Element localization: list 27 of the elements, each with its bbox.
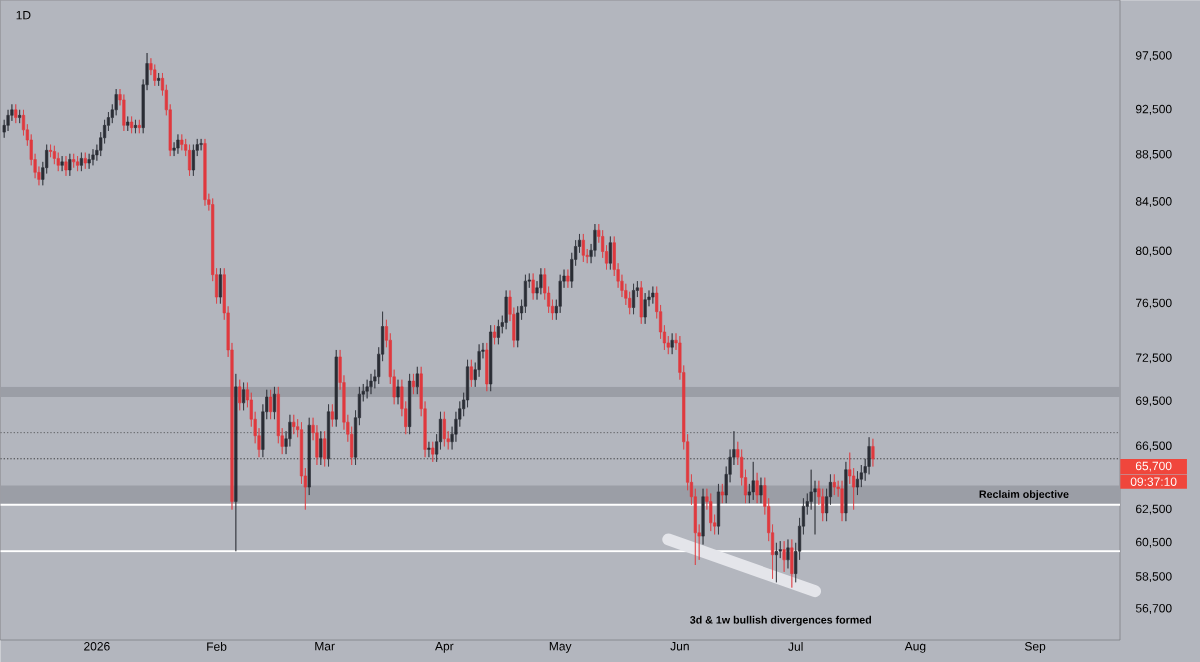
y-tick-label: 88,500 — [1135, 149, 1172, 160]
y-tick-label: 66,500 — [1136, 441, 1172, 452]
y-tick-label: 56,700 — [1135, 603, 1172, 614]
y-tick-label: 60,500 — [1136, 537, 1172, 548]
x-tick-label: 2026 — [84, 641, 110, 651]
y-tick-label: 69,500 — [1136, 396, 1172, 407]
x-tick-label: Apr — [435, 641, 454, 653]
x-tick-label: Jul — [788, 641, 803, 651]
text: 09:37:10 — [1130, 477, 1177, 486]
x-tick-label: Aug — [904, 641, 926, 653]
x-tick-label: Jun — [670, 641, 689, 651]
y-tick-label: 76,500 — [1136, 298, 1172, 309]
y-tick-label: 84,500 — [1135, 197, 1172, 207]
x-tick-label: Mar — [315, 641, 335, 651]
y-tick-label: 62,500 — [1136, 504, 1172, 515]
x-tick-label: Sep — [1024, 641, 1046, 653]
x-tick-label: Feb — [207, 641, 227, 651]
y-tick-label: 97,500 — [1135, 51, 1172, 62]
band-label: Reclaim objective — [979, 490, 1069, 501]
text: 1D — [16, 10, 31, 20]
y-tick-label: 80,500 — [1135, 246, 1172, 257]
y-tick-label: 58,500 — [1135, 572, 1172, 583]
y-tick-label: 92,500 — [1135, 104, 1172, 115]
y-tick-label: 72,500 — [1136, 353, 1172, 364]
ref-line-label: 65,700 — [1135, 461, 1172, 472]
annotation: 3d & 1w bullish divergences formed — [690, 615, 872, 626]
x-tick-label: May — [549, 641, 572, 653]
